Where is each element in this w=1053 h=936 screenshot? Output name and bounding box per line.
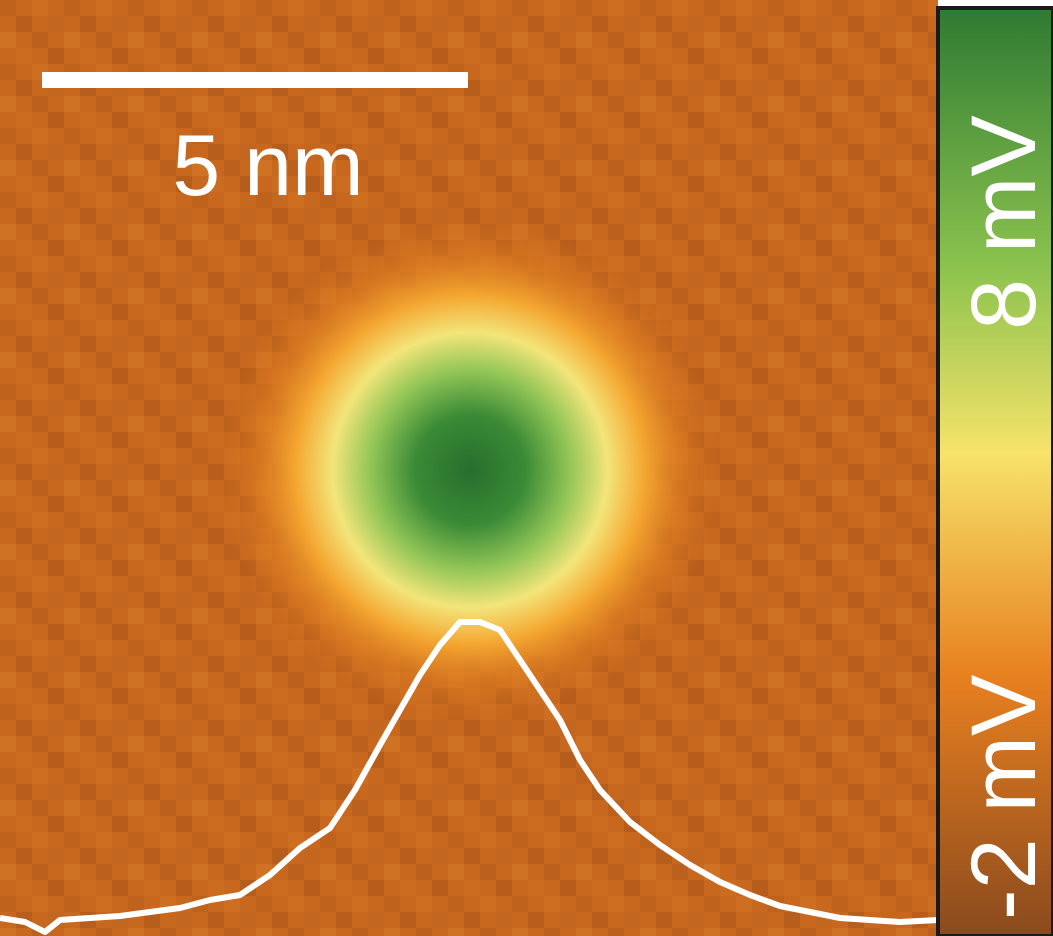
central-spot	[220, 220, 720, 720]
profile-line	[0, 619, 939, 935]
scalebar	[42, 72, 468, 88]
colorbar	[936, 6, 1053, 936]
colorbar-max-label: 8 mV	[953, 115, 1053, 330]
scalebar-label: 5 nm	[172, 118, 363, 214]
colorbar-min-label: -2 mV	[953, 675, 1053, 920]
